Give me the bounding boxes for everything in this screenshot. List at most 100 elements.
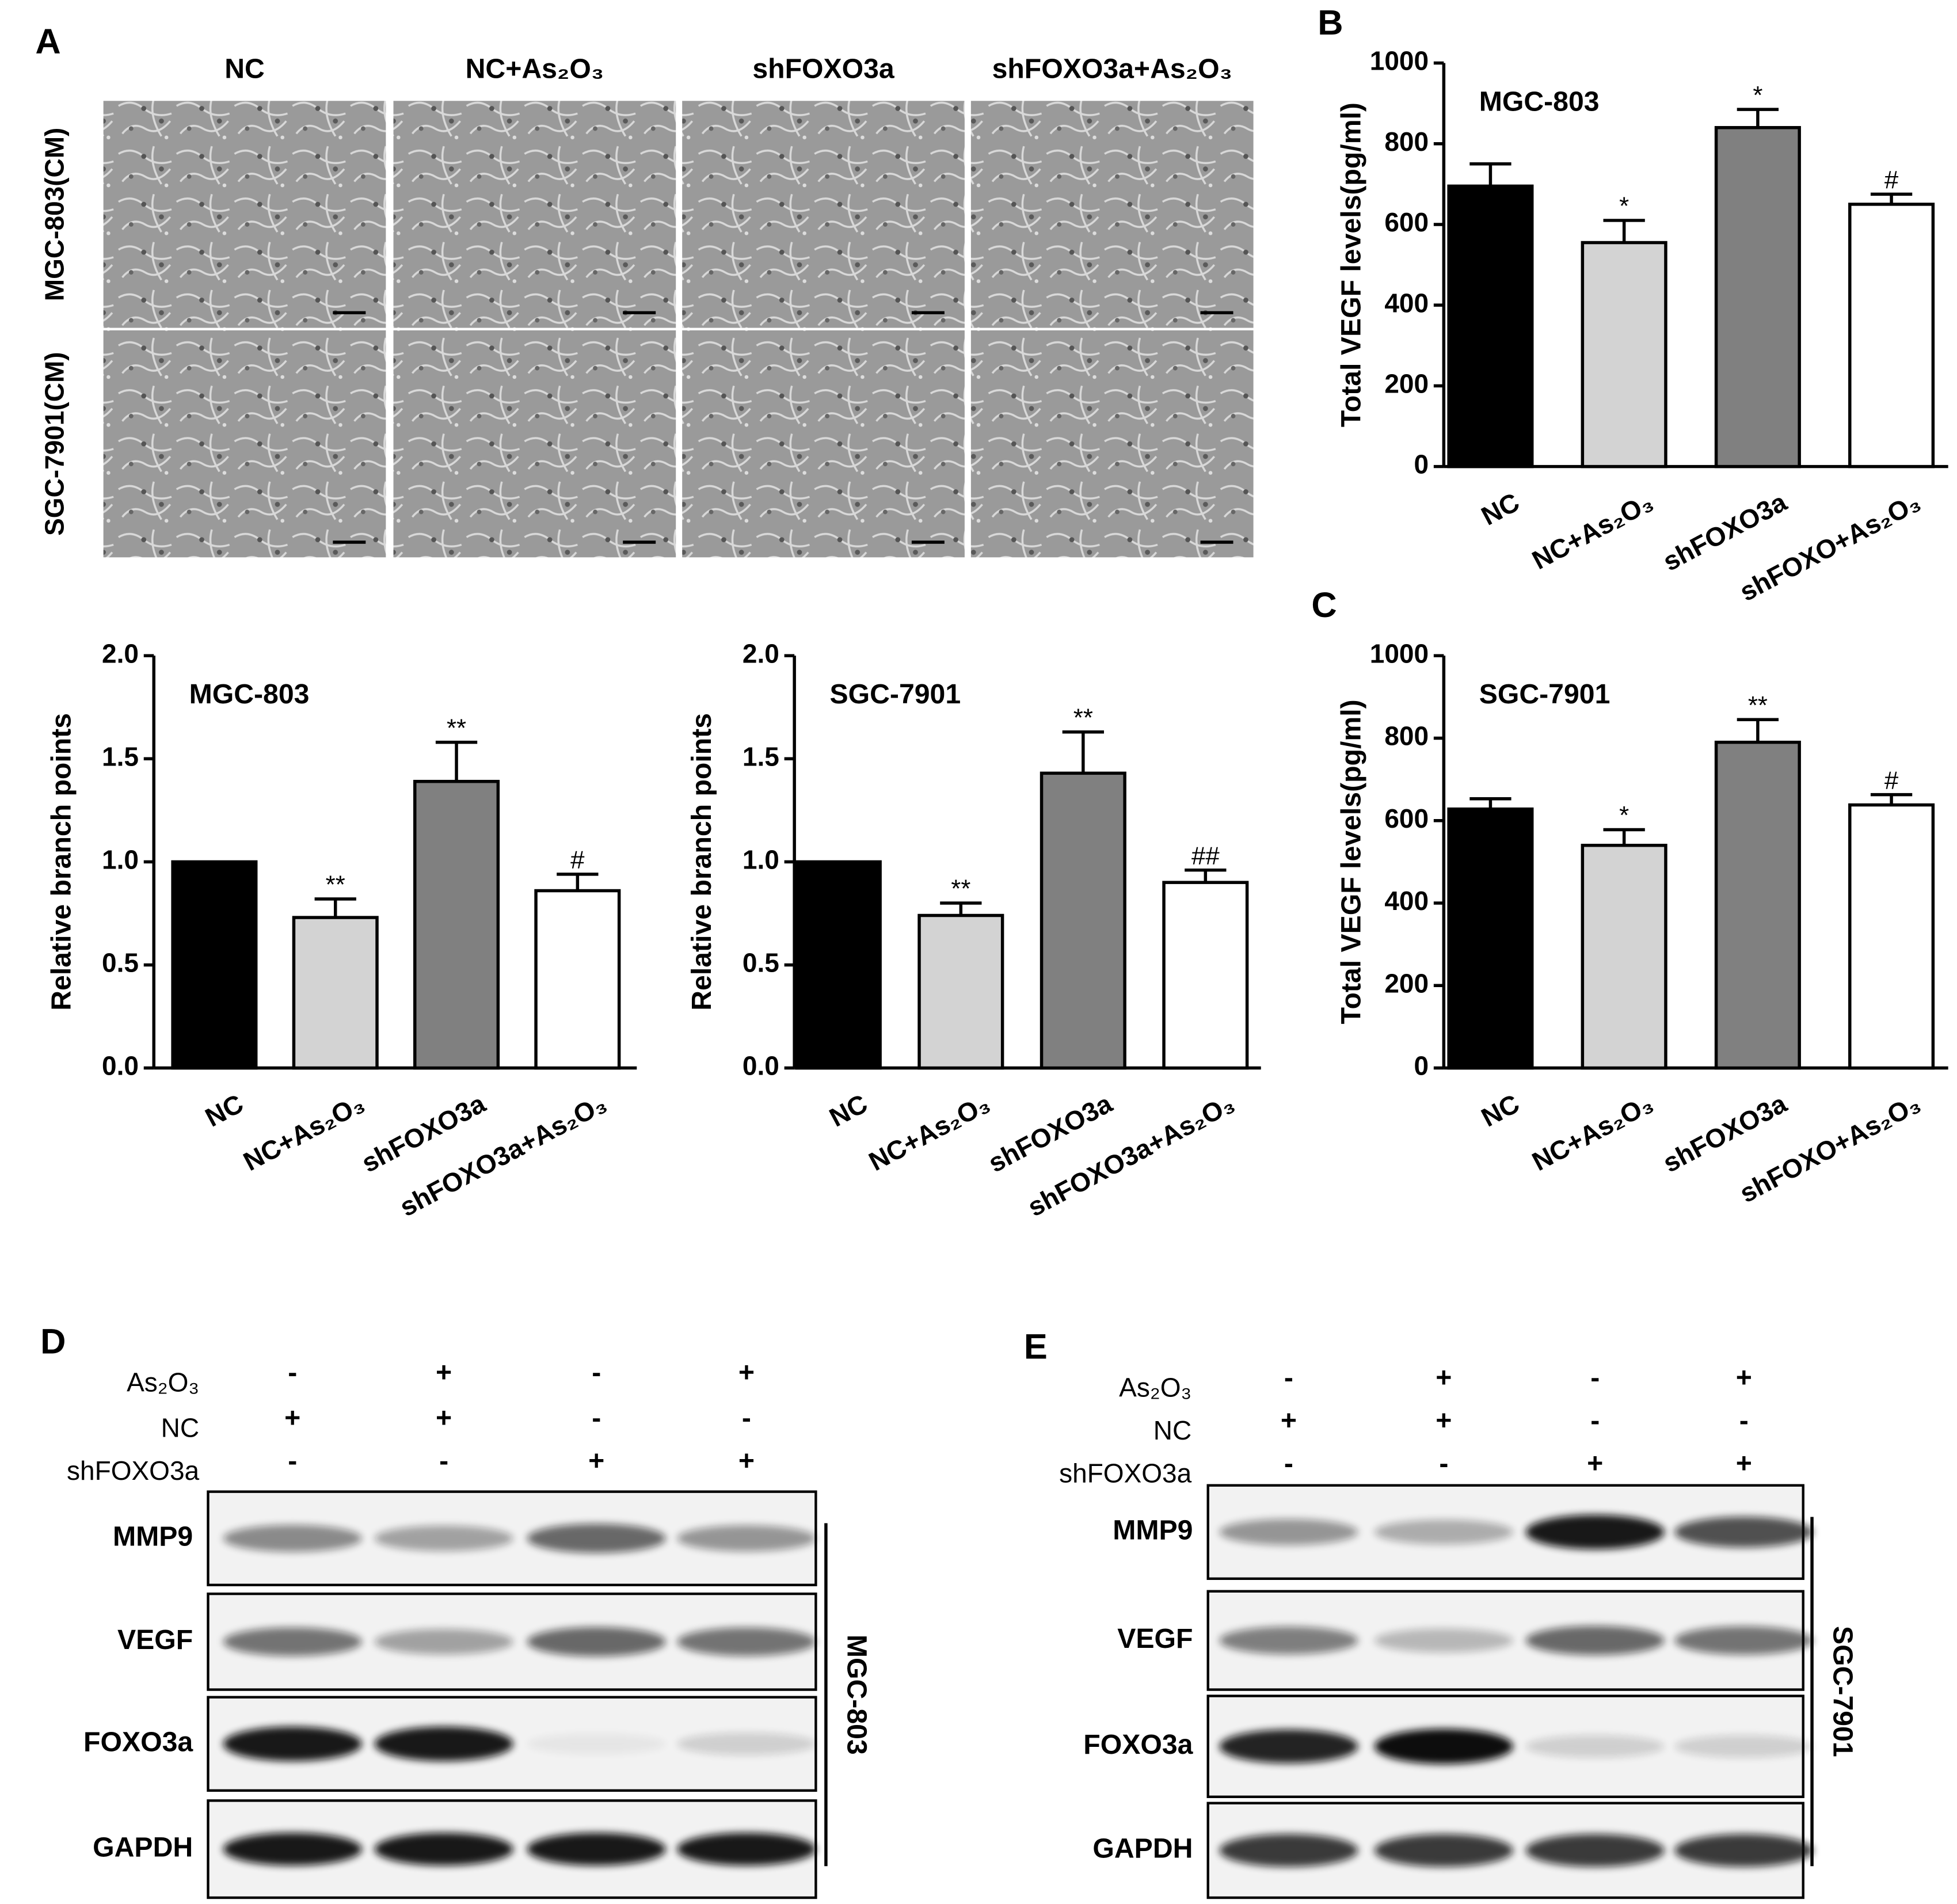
bar <box>1848 203 1935 469</box>
band-label: GAPDH <box>1092 1833 1193 1864</box>
treatment-sign: - <box>288 1357 297 1388</box>
blot-band <box>677 1525 816 1552</box>
band-label: VEGF <box>117 1624 193 1655</box>
blot-band <box>527 1733 666 1754</box>
y-tick-label: 1.0 <box>102 845 139 875</box>
error-bar <box>940 901 982 916</box>
x-tick-label: NC+As₂O₃ <box>1527 1088 1658 1177</box>
y-tick-label: 800 <box>1384 127 1429 157</box>
treatment-sign: - <box>592 1357 601 1388</box>
treatment-sign: + <box>284 1402 300 1433</box>
blot-band <box>223 1525 362 1552</box>
significance-mark: ** <box>1073 703 1093 732</box>
significance-mark: * <box>1619 192 1629 220</box>
micrograph <box>393 330 676 558</box>
treatment-sign: - <box>1590 1362 1600 1393</box>
x-tick-label: shFOXO3a+As₂O₃ <box>1023 1088 1239 1223</box>
column-header: shFOXO3a <box>752 53 895 84</box>
blot-band <box>1525 1514 1665 1549</box>
blot-band <box>223 1833 362 1866</box>
y-tick-label: 1000 <box>1370 638 1429 668</box>
bar <box>1714 125 1801 469</box>
significance-mark: # <box>1884 166 1899 194</box>
bar <box>292 916 379 1070</box>
bar <box>534 889 621 1070</box>
y-tick-label: 200 <box>1384 968 1429 998</box>
micrograph <box>682 101 965 328</box>
error-bar <box>1737 108 1779 128</box>
blot-band <box>1674 1517 1814 1548</box>
error-bar <box>1603 219 1645 243</box>
row-label: MGC-803(CM) <box>40 128 70 302</box>
treatment-sign: - <box>1739 1405 1749 1436</box>
y-tick-label: 2.0 <box>102 638 139 668</box>
treatment-sign: - <box>439 1445 448 1476</box>
blot-band <box>1525 1834 1665 1867</box>
y-tick-label: 400 <box>1384 886 1429 916</box>
row-label: SGC-7901(CM) <box>40 352 70 536</box>
chart-title: SGC-7901 <box>1479 679 1610 710</box>
significance-mark: * <box>1753 81 1762 109</box>
blot-band <box>374 1726 513 1761</box>
bar <box>917 913 1004 1070</box>
column-header: shFOXO3a+As₂O₃ <box>992 53 1232 84</box>
treatment-sign: + <box>1436 1362 1452 1393</box>
blot-band <box>223 1726 362 1761</box>
cell-line-label: MGC-803 <box>842 1635 873 1755</box>
treatment-sign: - <box>1590 1405 1600 1436</box>
blot-band <box>677 1833 816 1866</box>
bar <box>1162 881 1249 1070</box>
error-bar <box>1603 828 1645 846</box>
blot-band <box>1374 1628 1513 1652</box>
x-tick-label: NC+As₂O₃ <box>864 1088 995 1177</box>
y-axis-label: Relative branch points <box>45 713 77 1011</box>
blot-band <box>677 1627 816 1657</box>
y-tick-label: 0.5 <box>102 948 139 978</box>
blot-band <box>374 1525 513 1551</box>
x-tick-label: NC <box>200 1088 248 1133</box>
blot-band <box>1674 1626 1814 1655</box>
y-axis-label: Total VEGF levels(pg/ml) <box>1335 699 1366 1024</box>
error-bar <box>314 897 356 918</box>
treatment-sign: + <box>588 1445 604 1476</box>
y-tick-label: 0 <box>1414 450 1429 479</box>
x-tick-label: NC <box>1476 1088 1524 1133</box>
error-bar <box>1185 868 1227 883</box>
treatment-sign: + <box>1281 1405 1297 1436</box>
y-tick-label: 600 <box>1384 207 1429 237</box>
x-tick-label: NC+As₂O₃ <box>238 1088 369 1177</box>
error-bar <box>1469 162 1511 186</box>
y-tick-label: 200 <box>1384 369 1429 399</box>
band-label: GAPDH <box>93 1831 193 1863</box>
band-label: MMP9 <box>113 1521 193 1552</box>
significance-mark: ** <box>447 714 466 742</box>
significance-mark: ** <box>951 875 970 903</box>
chart-title: SGC-7901 <box>829 679 961 710</box>
treatment-sign: + <box>1436 1405 1452 1436</box>
x-tick-label: NC+As₂O₃ <box>1527 487 1658 576</box>
chart-title: MGC-803 <box>1479 86 1600 117</box>
x-tick-label: shFOXO3a+As₂O₃ <box>395 1088 611 1223</box>
blot-band <box>1674 1834 1814 1867</box>
treatment-label: shFOXO3a <box>1059 1458 1192 1488</box>
treatment-sign: + <box>436 1402 452 1433</box>
micrograph <box>393 101 676 328</box>
blot-band <box>1674 1735 1814 1758</box>
bar <box>1581 241 1667 469</box>
column-header: NC <box>224 53 265 84</box>
panel-label: A <box>35 21 60 61</box>
blot-band <box>374 1629 513 1655</box>
panel-label: D <box>40 1322 66 1361</box>
blot-band <box>1219 1729 1358 1764</box>
y-tick-label: 600 <box>1384 804 1429 833</box>
y-tick-label: 1.5 <box>102 741 139 771</box>
treatment-sign: + <box>738 1357 755 1388</box>
micrograph <box>682 330 965 558</box>
error-bar <box>1870 192 1913 204</box>
blot-band <box>1219 1627 1358 1655</box>
cell-line-label: SGC-7901 <box>1827 1626 1859 1757</box>
band-label: FOXO3a <box>1083 1729 1193 1760</box>
treatment-label: As₂O₃ <box>127 1368 199 1397</box>
blot-band <box>223 1627 362 1657</box>
